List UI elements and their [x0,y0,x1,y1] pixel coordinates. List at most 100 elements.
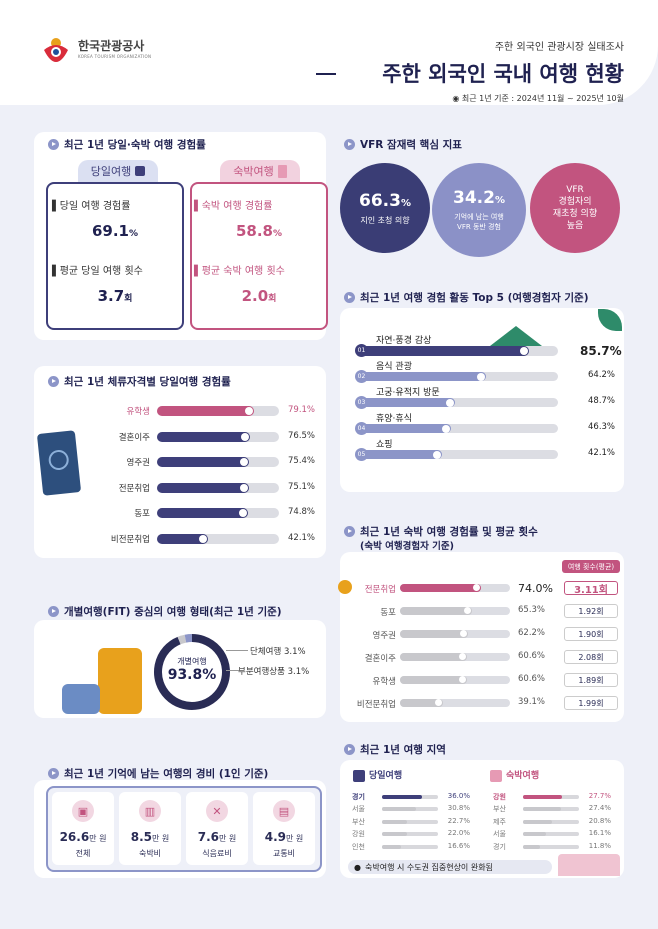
expense-number: 8.5 [130,830,152,844]
value-label: 85.7% [580,344,622,358]
bar [358,372,487,381]
stay-count-value: 2.0회 [190,287,328,305]
bar-track [382,819,438,824]
bar [523,795,562,799]
stay-count-label-text: 평균 숙박 여행 횟수 [201,266,285,277]
fit-group-value: 3.1% [283,647,306,657]
bar-label: 결혼이주 [364,654,396,664]
header-background [0,0,658,105]
region-label: 강원 [352,830,365,839]
stay-rate-value: 58.8% [190,222,328,240]
region-stay-title: 숙박여행 [506,771,540,781]
donut-slice [184,634,193,643]
stay-rate-unit: % [272,229,283,239]
bar-knob [199,534,208,543]
vfr-memorable-unit: % [494,195,505,206]
value-label: 27.7% [588,792,611,800]
expense-label: 전체 [75,849,91,858]
bar [382,795,423,799]
expense-number: 26.6 [59,830,90,844]
value-label: 60.6% [518,674,546,684]
logo-subtitle: KOREA TOURISM ORGANIZATION [78,54,152,59]
vfr-invite-label: 지인 초청 의향 [360,215,410,225]
suitcase-icon [98,648,142,714]
bar-track [358,450,558,459]
alert-icon: ● [354,862,361,872]
section-title-text: 최근 1년 여행 경험 활동 Top 5 (여행경험자 기준) [360,292,589,304]
bar-knob [435,699,442,706]
section-subtitle: (숙박 여행경험자 기준) [360,541,454,552]
bar-track [400,630,510,638]
wallet-icon: ▣ [72,800,94,822]
bar [523,832,546,837]
bar-track [523,807,579,812]
bar [358,398,456,407]
bar-track [382,795,438,799]
section-title-text: VFR 잠재력 핵심 지표 [360,139,462,151]
bar-track [382,832,438,837]
bar-knob [241,432,250,441]
bar-knob [473,584,481,591]
section-title-activity: 최근 1년 여행 경험 활동 Top 5 (여행경험자 기준) [344,290,589,305]
value-label: 20.8% [588,816,611,825]
value-label: 74.8% [288,507,316,517]
utensils-icon: ✕ [206,800,228,822]
expense-item: ▥ 8.5만 원 숙박비 [119,792,181,865]
bar-knob [458,653,466,660]
bar-track [382,807,438,812]
expense-unit: 만 원 [152,834,170,843]
value-label: 30.8% [447,804,470,813]
section-title-text: 개별여행(FIT) 중심의 여행 형태(최근 1년 기준) [64,606,282,618]
bar-track [157,482,279,493]
activity-label: 휴양·휴식 [376,414,412,424]
value-label: 48.7% [588,396,616,406]
value-label: 16.1% [588,829,611,838]
rank-badge: 03 [355,396,368,409]
donut-slice [177,634,187,645]
bar-track [157,406,279,416]
value-label: 75.4% [288,456,316,466]
value-label: 22.0% [447,829,470,838]
palace-icon [558,854,620,876]
stay-count-label: ▌평균 숙박 여행 횟수 [194,266,285,277]
day-rate-value: 69.1% [46,222,184,240]
activity-label: 쇼핑 [376,440,393,450]
bar [157,508,249,518]
bar [382,844,401,849]
bar-track [523,844,579,849]
value-label: 16.6% [447,841,470,850]
section-title-text: 최근 1년 여행 지역 [360,744,446,756]
section-title-text: 최근 1년 당일·숙박 여행 경험률 [64,139,206,151]
bar [157,482,249,493]
bullet-icon [48,376,59,387]
section-title-vfr: VFR 잠재력 핵심 지표 [344,137,462,152]
bar-track [157,533,279,544]
expense-unit: 만 원 [89,834,107,843]
vfr-reinvite-circle: VFR 경험자의 재초청 의향 높음 [530,163,620,253]
fit-main-label: 개별여행 [177,657,207,666]
section-title-text: 최근 1년 숙박 여행 경험률 및 평균 횟수 [360,526,538,538]
region-stay-header: 숙박여행 [490,768,539,782]
bar-track [382,844,438,849]
region-label: 부산 [493,805,506,814]
value-label: 60.6% [518,651,546,661]
day-count-label: ▌평균 당일 여행 횟수 [52,266,143,277]
expense-value: 26.6만 원 [52,830,114,844]
region-label: 경기 [352,793,365,801]
count-header: 여행 횟수(평균) [562,560,620,573]
expense-number: 7.6 [197,830,219,844]
value-label: 46.3% [588,422,616,432]
bar [358,424,451,433]
stay-tab-label: 숙박여행 [233,165,274,178]
section-title-fit: 개별여행(FIT) 중심의 여행 형태(최근 1년 기준) [48,604,282,619]
vfr-reinvite-line4: 높음 [566,221,584,231]
region-label: 서울 [352,805,365,814]
value-label: 22.7% [447,816,470,825]
fit-donut-chart [154,634,230,710]
bar-knob [433,451,442,459]
value-label: 36.0% [447,792,470,800]
bullet-icon [344,744,355,755]
bus-icon: ▤ [273,800,295,822]
fit-partial-name: 부분여행상품 [238,667,285,677]
bar-label: 결혼이주 [118,432,150,443]
